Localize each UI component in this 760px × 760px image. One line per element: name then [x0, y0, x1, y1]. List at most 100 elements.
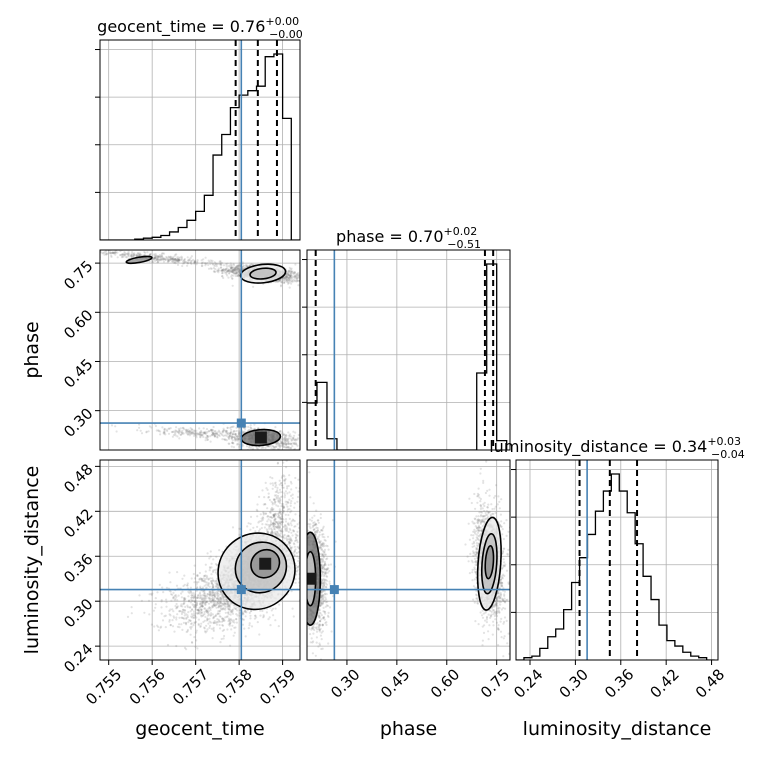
sample-point — [193, 435, 195, 437]
sample-point — [293, 615, 295, 617]
sample-point — [149, 425, 151, 427]
sample-point — [250, 447, 252, 449]
sample-point — [178, 256, 180, 258]
sample-point — [218, 268, 220, 270]
sample-point — [94, 253, 96, 255]
sample-point — [292, 608, 294, 610]
sample-point — [287, 446, 289, 448]
sample-point — [128, 251, 130, 253]
sample-point — [206, 428, 208, 430]
sample-point — [288, 274, 290, 276]
sample-point — [214, 261, 216, 263]
sample-point — [249, 529, 251, 531]
sample-point — [301, 598, 303, 600]
sample-point — [237, 265, 239, 267]
sample-point — [216, 624, 218, 626]
sample-point — [232, 285, 234, 287]
sample-point — [51, 250, 53, 252]
sample-point — [302, 445, 304, 447]
sample-point — [304, 534, 306, 536]
sample-point — [117, 256, 119, 258]
sample-point — [177, 264, 179, 266]
sample-point — [205, 257, 207, 259]
sample-point — [222, 431, 224, 433]
sample-point — [84, 249, 86, 251]
sample-point — [286, 438, 288, 440]
sample-point — [193, 610, 195, 612]
sample-point — [202, 436, 204, 438]
sample-point — [112, 252, 114, 254]
sample-point — [304, 560, 306, 562]
sample-point — [302, 271, 304, 273]
sample-point — [166, 258, 168, 260]
sample-point — [163, 431, 165, 433]
sample-point — [192, 259, 194, 261]
sample-point — [294, 502, 296, 504]
sample-point — [212, 429, 214, 431]
sample-point — [235, 618, 237, 620]
sample-point — [207, 552, 209, 554]
sample-point — [254, 530, 256, 532]
sample-point — [288, 535, 290, 537]
sample-point — [131, 256, 133, 258]
sample-point — [294, 438, 296, 440]
sample-point — [249, 615, 251, 617]
sample-point — [195, 436, 197, 438]
sample-point — [284, 454, 286, 456]
sample-point — [319, 279, 321, 281]
sample-point — [164, 429, 166, 431]
sample-point — [233, 436, 235, 438]
sample-point — [282, 452, 284, 454]
sample-point — [225, 612, 227, 614]
sample-point — [238, 534, 240, 536]
sample-point — [91, 253, 93, 255]
sample-point — [234, 632, 236, 634]
sample-point — [175, 426, 177, 428]
density-peak — [255, 432, 267, 444]
sample-point — [250, 424, 252, 426]
sample-point — [288, 437, 290, 439]
sample-point — [292, 452, 294, 454]
sample-point — [272, 608, 274, 610]
sample-point — [214, 430, 216, 432]
sample-point — [114, 425, 116, 427]
sample-point — [212, 637, 214, 639]
sample-point — [307, 447, 309, 449]
sample-point — [226, 628, 228, 630]
sample-point — [274, 426, 276, 428]
sample-point — [227, 277, 229, 279]
sample-point — [294, 275, 296, 277]
sample-point — [115, 251, 117, 253]
sample-point — [229, 427, 231, 429]
sample-point — [290, 283, 292, 285]
sample-point — [196, 647, 198, 649]
sample-point — [168, 428, 170, 430]
sample-point — [295, 578, 297, 580]
sample-point — [101, 252, 103, 254]
sample-point — [302, 557, 304, 559]
sample-point — [295, 443, 297, 445]
sample-point — [280, 284, 282, 286]
sample-point — [211, 563, 213, 565]
sample-point — [96, 251, 98, 253]
title-name: luminosity_distance = — [489, 437, 671, 457]
sample-point — [236, 269, 238, 271]
diag-panel-geocent_time: geocent_time = 0.76+0.00 −0.00 — [95, 15, 303, 240]
sample-point — [283, 433, 285, 435]
sample-point — [146, 251, 148, 253]
sample-point — [293, 543, 295, 545]
sample-point — [252, 527, 254, 529]
sample-point — [181, 257, 183, 259]
sample-point — [183, 259, 185, 261]
sample-point — [296, 555, 298, 557]
sample-point — [226, 274, 228, 276]
sample-point — [294, 546, 296, 548]
sample-point — [249, 612, 251, 614]
sample-point — [195, 632, 197, 634]
sample-point — [297, 496, 299, 498]
truth-marker — [237, 419, 246, 428]
sample-point — [251, 263, 253, 265]
sample-point — [105, 253, 107, 255]
sample-point — [301, 539, 303, 541]
sample-point — [89, 247, 91, 249]
